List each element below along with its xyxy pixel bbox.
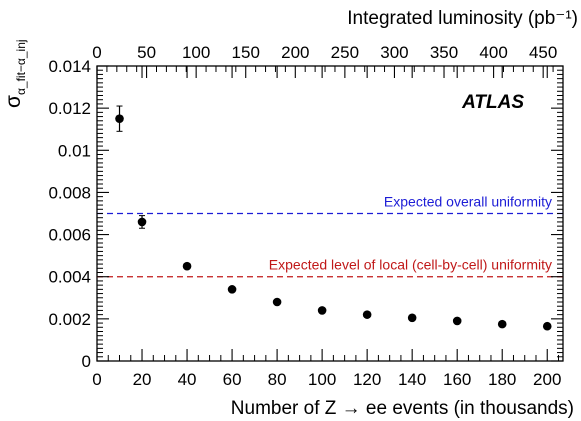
x-top-tick-label: 300 (380, 43, 408, 62)
data-point (362, 310, 372, 319)
x-top-tick-label: 150 (232, 43, 260, 62)
data-point (497, 319, 507, 329)
x-top-tick-label: 200 (281, 43, 309, 62)
y-tick-label: 0.008 (48, 183, 91, 202)
data-point (182, 261, 192, 271)
x-tick-label: 100 (308, 370, 336, 389)
top-axis-title: Integrated luminosity (pb⁻¹) (347, 8, 578, 29)
data-point (542, 321, 552, 331)
y-axis-title-symbol: σ (2, 95, 25, 108)
y-tick-label: 0.006 (48, 226, 91, 245)
y-tick-label: 0.002 (48, 310, 91, 329)
x-tick-label: 20 (133, 370, 152, 389)
x-tick-label: 140 (398, 370, 426, 389)
experiment-label: ATLAS (461, 92, 524, 113)
svg-text:σα_fit−α_inj: σα_fit−α_inj (2, 39, 28, 108)
x-top-tick-label: 100 (182, 43, 210, 62)
axis-ticks: 0 20 40 60 80 100 120 140 160 180 200 0 50 100 150 200 2… (48, 43, 564, 389)
x-tick-label: 60 (223, 370, 242, 389)
data-points (115, 105, 552, 331)
data-point (407, 313, 417, 323)
y-tick-label: 0.004 (48, 268, 91, 287)
x-top-tick-label: 450 (529, 43, 557, 62)
y-axis-title: σα_fit−α_inj (2, 39, 28, 108)
data-point (115, 114, 124, 123)
reference-line-label: Expected level of local (cell-by-cell) u… (269, 257, 552, 273)
x-top-tick-label: 0 (92, 43, 101, 62)
x-top-tick-label: 350 (430, 43, 458, 62)
data-point (137, 217, 147, 227)
reference-lines: Expected overall uniformity Expected leve… (97, 194, 563, 278)
data-point (227, 285, 237, 294)
x-tick-label: 80 (268, 370, 287, 389)
x-tick-label: 120 (353, 370, 381, 389)
y-tick-label: 0.012 (48, 99, 91, 118)
y-tick-label: 0.01 (58, 141, 91, 160)
data-point (317, 306, 327, 315)
x-tick-label: 40 (178, 370, 197, 389)
x-tick-label: 200 (533, 370, 561, 389)
x-top-tick-label: 400 (479, 43, 507, 62)
data-point (272, 297, 282, 307)
x-top-tick-label: 50 (137, 43, 156, 62)
y-axis-title-subscript: α_fit−α_inj (14, 39, 28, 95)
x-tick-label: 0 (92, 370, 101, 389)
data-point (452, 316, 462, 326)
y-tick-label: 0 (82, 352, 91, 371)
x-tick-label: 180 (488, 370, 516, 389)
x-top-tick-label: 250 (331, 43, 359, 62)
y-tick-label: 0.014 (48, 57, 91, 76)
reference-line-label: Expected overall uniformity (384, 194, 552, 210)
x-tick-label: 160 (443, 370, 471, 389)
x-axis-title: Number of Z → ee events (in thousands) (231, 398, 574, 419)
